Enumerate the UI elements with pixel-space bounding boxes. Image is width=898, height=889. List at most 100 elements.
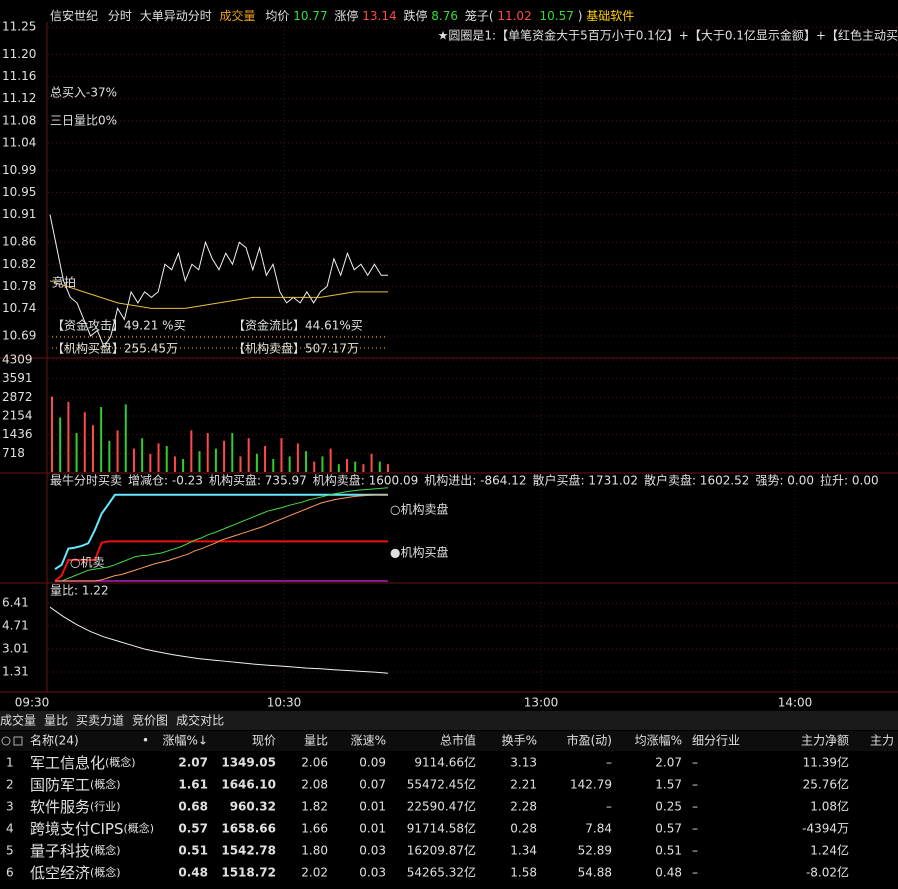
column-header: 涨幅%↓	[163, 733, 208, 748]
cell: 0.51	[178, 844, 208, 858]
volume-bar	[116, 430, 119, 472]
cell: –	[692, 822, 698, 836]
cell: 1658.66	[221, 822, 276, 836]
tab[interactable]: 成交量	[220, 8, 256, 23]
cell: –	[692, 844, 698, 858]
cell: 0.01	[359, 800, 386, 814]
settings-icon[interactable]	[1, 736, 11, 746]
table-header-bar	[0, 731, 898, 751]
label: )	[578, 9, 583, 23]
row-index: 4	[6, 822, 14, 836]
y-tick-label: 11.04	[2, 135, 36, 149]
annotation: 【资金流比】44.61%买	[233, 318, 363, 333]
cell: 0.03	[359, 844, 386, 858]
tab[interactable]: 买卖力道	[76, 714, 124, 728]
row-name[interactable]: 软件服务(行业)	[30, 798, 121, 816]
cell: 0.57	[178, 822, 208, 836]
y-tick-label: 4309	[2, 353, 33, 367]
cell: 0.51	[655, 844, 682, 858]
name: 军工信息化	[30, 754, 105, 772]
cell: -4394万	[802, 822, 849, 836]
layout-icon[interactable]	[13, 736, 23, 746]
annotation: 竞拍	[52, 275, 76, 290]
tag: (概念)	[105, 755, 136, 769]
tab[interactable]: 成交对比	[176, 713, 224, 728]
y-tick-label: 10.91	[2, 207, 36, 221]
volume-bar	[173, 456, 176, 472]
row-name[interactable]: 军工信息化(概念)	[30, 754, 136, 772]
y-tick-label: 11.08	[2, 113, 36, 127]
volume-bar	[239, 456, 242, 472]
volume-bar	[108, 440, 111, 472]
y-tick-label: 4.71	[2, 619, 29, 633]
cell: 2.07	[178, 756, 208, 770]
volume-bar	[280, 438, 283, 472]
flow-line	[55, 494, 389, 582]
cell: 0.48	[178, 866, 208, 880]
y-tick-label: 10.82	[2, 257, 36, 271]
volume-bar	[51, 396, 53, 472]
cell: –	[692, 778, 698, 792]
value: 11.02	[497, 9, 531, 23]
ratio-line	[49, 606, 389, 674]
cell: 2.28	[510, 800, 537, 814]
tab[interactable]: 大单异动分时	[140, 9, 212, 23]
tag: (概念)	[90, 865, 121, 879]
volume-bar	[337, 464, 340, 472]
cell: 0.09	[359, 756, 386, 770]
row-name[interactable]: 量子科技(概念)	[30, 842, 121, 860]
y-tick-label: 2872	[2, 390, 33, 404]
y-tick-label: 10.99	[2, 163, 36, 177]
cell: 2.06	[301, 756, 328, 770]
cell: 1.34	[510, 844, 537, 858]
row-index: 5	[6, 844, 14, 858]
volume-bar	[67, 401, 70, 472]
volume-bar	[231, 433, 234, 472]
flow-line	[55, 487, 389, 582]
volume-bar	[206, 433, 209, 472]
volume-bar	[247, 438, 250, 472]
cell: 0.28	[510, 822, 537, 836]
cell: 2.02	[301, 866, 328, 880]
tab[interactable]: 竞价图	[132, 714, 168, 728]
sector[interactable]: 基础软件	[586, 9, 634, 23]
row-index: 1	[6, 756, 14, 770]
volume-bar	[370, 453, 373, 472]
indicator: 强势: 0.00	[755, 474, 814, 488]
indicator: 散户买盘: 1731.02	[532, 473, 637, 488]
cell: 1.66	[301, 822, 328, 836]
volume-bar	[182, 459, 185, 472]
indicator: 机构买盘: 735.97	[209, 473, 307, 488]
row-name[interactable]: 跨境支付CIPS(概念)	[30, 820, 154, 838]
y-tick-label: 1.31	[2, 665, 29, 679]
volume-bar	[296, 443, 299, 472]
cell: 3.13	[510, 756, 537, 770]
indicator: 拉升: 0.00	[820, 473, 879, 488]
volume-bar	[264, 446, 267, 472]
tab[interactable]: 成交量	[0, 713, 36, 728]
volume-bar	[272, 459, 275, 472]
tag: (行业)	[90, 800, 121, 813]
column-header: 换手%	[502, 734, 537, 748]
y-tick-label: 10.69	[2, 329, 36, 343]
value: 10.57	[540, 9, 574, 23]
row-name[interactable]: 低空经济(概念)	[30, 864, 121, 882]
tab[interactable]: 分时	[108, 9, 132, 23]
tab[interactable]: 量比	[44, 714, 68, 728]
tag: (概念)	[123, 821, 154, 835]
cell: 2.08	[301, 778, 328, 792]
volume-bar	[157, 443, 160, 472]
time-label: 09:30	[15, 696, 50, 710]
cell: 54265.32亿	[407, 865, 476, 880]
volume-bar	[132, 448, 135, 472]
y-tick-label: 1436	[2, 427, 33, 441]
column-header: 细分行业	[692, 734, 740, 748]
cell: 1.61	[178, 778, 208, 792]
cell: 22590.47亿	[407, 799, 476, 814]
volume-bar	[305, 451, 308, 472]
cell: –	[606, 800, 612, 814]
row-name[interactable]: 国防军工(概念)	[30, 776, 121, 794]
name: 跨境支付CIPS	[30, 820, 123, 838]
annotation: 总买入-37%	[50, 86, 117, 100]
